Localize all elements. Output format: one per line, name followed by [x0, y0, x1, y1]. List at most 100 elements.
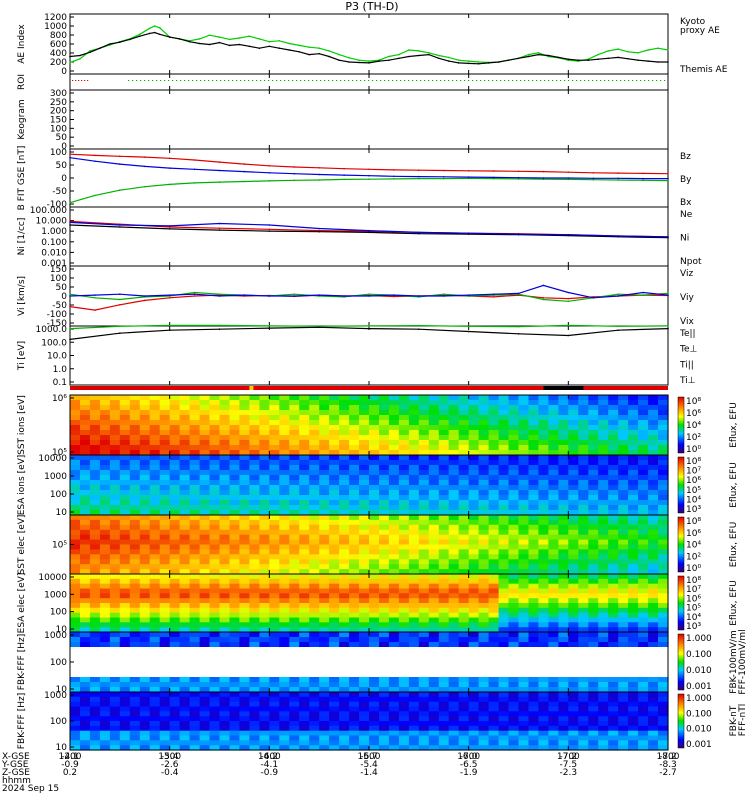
- colorbar-tick-label: 10⁷: [686, 467, 701, 477]
- spectrogram-cell: [438, 495, 450, 501]
- spectrogram-cell: [359, 721, 370, 727]
- spectrogram-cell: [99, 475, 111, 481]
- spectrogram-cell: [80, 519, 91, 526]
- spectrogram-cell: [388, 578, 400, 585]
- spectrogram-cell: [299, 415, 310, 421]
- spectrogram-cell: [488, 395, 500, 401]
- spectrogram-cell: [269, 564, 280, 570]
- spectrogram-cell: [259, 505, 270, 511]
- spectrogram-cell: [588, 500, 599, 506]
- spectrogram-cell: [418, 539, 430, 546]
- spectrogram-cell: [70, 588, 81, 594]
- spectrogram-cell: [578, 696, 589, 703]
- spectrogram-cell: [558, 475, 569, 481]
- spectrogram-cell: [438, 632, 450, 638]
- spectrogram-cell: [169, 564, 181, 570]
- spectrogram-cell: [159, 642, 171, 648]
- spectrogram-cell: [538, 682, 549, 688]
- data-point: [293, 293, 296, 296]
- spectrogram-cell: [259, 515, 270, 521]
- spectrogram-cell: [448, 405, 460, 411]
- spectrogram-cell: [319, 696, 330, 703]
- spectrogram-cell: [139, 730, 151, 737]
- spectrogram-cell: [279, 583, 290, 590]
- spectrogram-cell: [269, 475, 280, 481]
- spectrogram-cell: [249, 495, 260, 501]
- spectrogram-cell: [299, 515, 310, 521]
- spectrogram-cell: [598, 440, 609, 446]
- spectrogram-cell: [269, 701, 280, 708]
- spectrogram-cell: [209, 682, 221, 688]
- spectrogram-cell: [109, 627, 121, 633]
- spectrogram-cell: [80, 632, 91, 638]
- spectrogram-cell: [538, 642, 549, 648]
- colorbar-tick-label: 10⁸: [686, 397, 701, 407]
- spectrogram-cell: [219, 588, 231, 594]
- data-point: [218, 41, 221, 44]
- spectrogram-cell: [149, 711, 161, 717]
- spectrogram-cell: [169, 430, 181, 436]
- spectrogram-cell: [408, 740, 420, 746]
- spectrogram-cell: [189, 687, 201, 693]
- spectrogram-cell: [169, 588, 181, 594]
- spectrogram-cell: [209, 612, 221, 619]
- spectrogram-cell: [528, 677, 540, 683]
- spectrogram-cell: [229, 554, 241, 560]
- spectrogram-cell: [458, 470, 470, 476]
- spectrogram-cell: [428, 524, 440, 531]
- spectrogram-cell: [99, 627, 111, 633]
- spectrogram-cell: [379, 405, 390, 411]
- spectrogram-cell: [239, 662, 250, 668]
- spectrogram-cell: [608, 485, 619, 491]
- colorbar-label: Eflux, EFU: [729, 462, 739, 508]
- spectrogram-cell: [548, 607, 559, 614]
- spectrogram-cell: [259, 711, 270, 717]
- spectrogram-cell: [159, 524, 171, 531]
- spectrogram-cell: [558, 612, 569, 619]
- spectrogram-cell: [239, 593, 250, 599]
- spectrogram-cell: [508, 559, 520, 565]
- spectrogram-cell: [388, 515, 400, 521]
- spectrogram-cell: [249, 735, 260, 741]
- spectrogram-cell: [498, 440, 510, 446]
- spectrogram-cell: [169, 647, 181, 653]
- spectrogram-cell: [648, 622, 659, 628]
- spectrogram-cell: [388, 735, 400, 741]
- spectrogram-cell: [548, 603, 559, 609]
- spectrogram-cell: [598, 430, 609, 436]
- spectrogram-cell: [618, 435, 629, 441]
- data-point: [94, 160, 96, 162]
- spectrogram-cell: [369, 598, 380, 604]
- spectrogram-cell: [329, 470, 340, 476]
- spectrogram-cell: [558, 445, 569, 451]
- spectrogram-cell: [109, 519, 121, 526]
- spectrogram-cell: [199, 539, 211, 546]
- spectrogram-cell: [119, 574, 131, 580]
- spectrogram-cell: [319, 662, 330, 668]
- spectrogram-cell: [558, 667, 569, 673]
- spectrogram-cell: [309, 544, 320, 550]
- spectrogram-cell: [139, 593, 151, 599]
- spectrogram-cell: [199, 420, 211, 426]
- spectrogram-cell: [289, 564, 300, 570]
- spectrogram-cell: [229, 603, 241, 609]
- spectrogram-cell: [209, 465, 221, 471]
- spectrogram-cell: [139, 632, 151, 638]
- spectrogram-cell: [618, 544, 629, 550]
- spectrogram-cell: [279, 450, 290, 456]
- spectrogram-cell: [518, 490, 530, 496]
- spectrogram-cell: [139, 420, 151, 426]
- spectrogram-cell: [458, 405, 470, 411]
- spectrogram-cell: [398, 603, 410, 609]
- spectrogram-cell: [229, 569, 241, 575]
- spectrogram-cell: [349, 583, 360, 590]
- spectrogram-cell: [119, 637, 131, 643]
- spectrogram-cell: [628, 460, 639, 466]
- spectrogram-cell: [528, 559, 540, 565]
- spectrogram-cell: [608, 652, 619, 658]
- spectrogram-cell: [608, 475, 619, 481]
- spectrogram-cell: [149, 410, 161, 416]
- spectrogram-cell: [648, 642, 659, 648]
- spectrogram-cell: [608, 400, 619, 406]
